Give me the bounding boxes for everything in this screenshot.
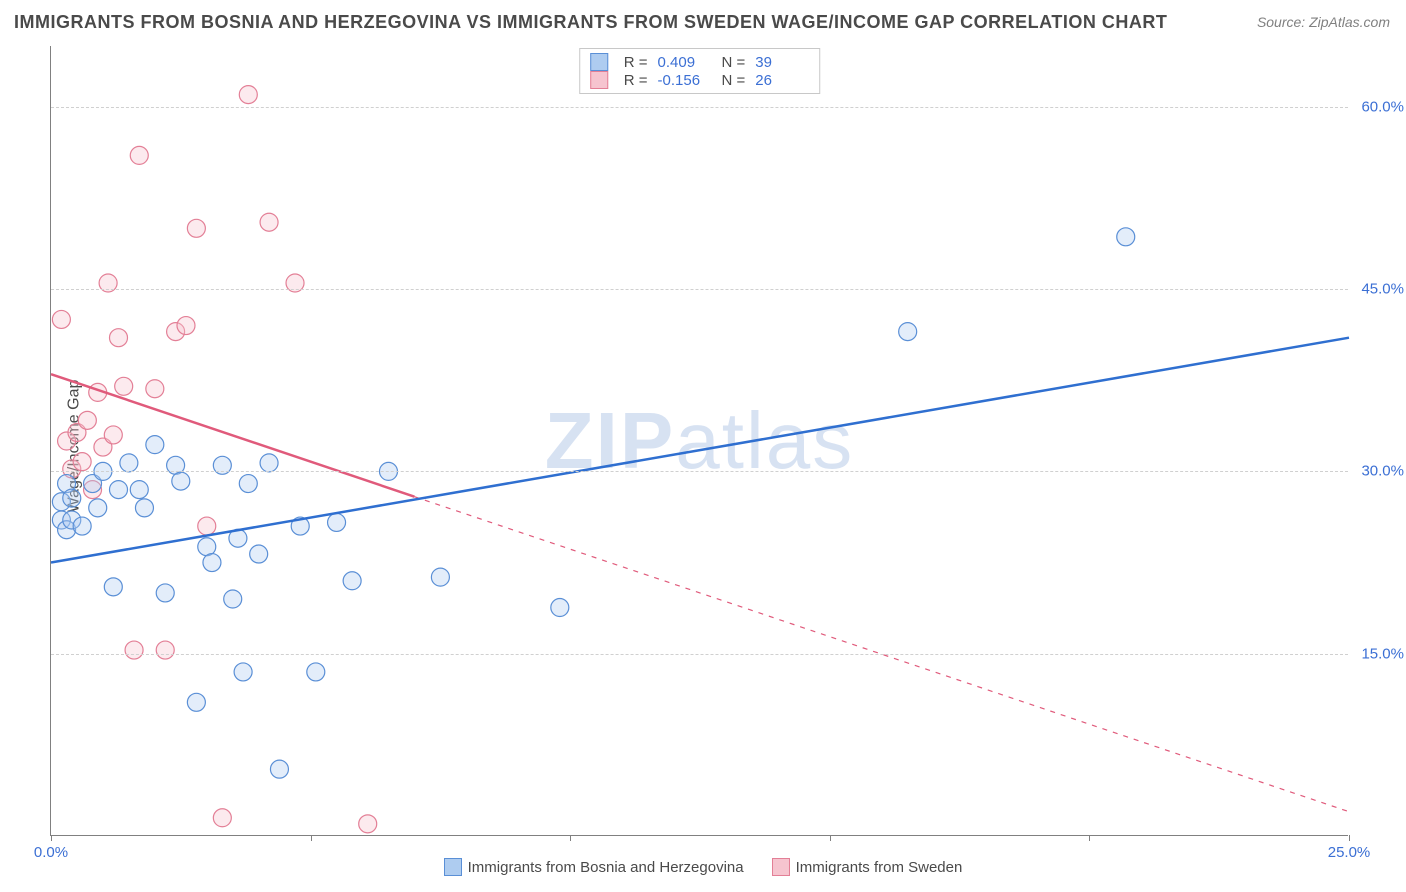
scatter-point	[115, 377, 133, 395]
scatter-point	[260, 213, 278, 231]
trend-line-solid	[51, 338, 1349, 563]
legend-swatch	[590, 71, 608, 89]
scatter-point	[73, 517, 91, 535]
legend-r-label: R =	[624, 54, 648, 71]
scatter-point	[130, 146, 148, 164]
scatter-point	[203, 554, 221, 572]
legend-n-value: 39	[755, 54, 809, 71]
legend-series-label: Immigrants from Sweden	[796, 859, 963, 876]
scatter-point	[63, 489, 81, 507]
legend-swatch	[590, 53, 608, 71]
scatter-point	[78, 411, 96, 429]
x-tick	[830, 835, 831, 841]
scatter-point	[551, 599, 569, 617]
legend-r-label: R =	[624, 72, 648, 89]
scatter-point	[270, 760, 288, 778]
gridline-h	[51, 654, 1348, 655]
scatter-point	[125, 641, 143, 659]
legend-series-item: Immigrants from Sweden	[772, 858, 963, 876]
scatter-point	[239, 86, 257, 104]
scatter-point	[359, 815, 377, 833]
x-tick	[51, 835, 52, 841]
scatter-point	[109, 329, 127, 347]
legend-series-item: Immigrants from Bosnia and Herzegovina	[444, 858, 744, 876]
legend-n-label: N =	[722, 54, 746, 71]
scatter-point	[120, 454, 138, 472]
scatter-point	[343, 572, 361, 590]
scatter-point	[250, 545, 268, 563]
scatter-point	[224, 590, 242, 608]
scatter-point	[328, 513, 346, 531]
scatter-point	[104, 578, 122, 596]
legend-series-label: Immigrants from Bosnia and Herzegovina	[468, 859, 744, 876]
chart-title: IMMIGRANTS FROM BOSNIA AND HERZEGOVINA V…	[14, 12, 1167, 33]
scatter-point	[213, 809, 231, 827]
y-tick-label: 45.0%	[1352, 281, 1404, 298]
scatter-point	[130, 481, 148, 499]
scatter-point	[73, 453, 91, 471]
scatter-point	[177, 317, 195, 335]
scatter-point	[239, 475, 257, 493]
scatter-point	[187, 219, 205, 237]
scatter-point	[156, 641, 174, 659]
scatter-point	[156, 584, 174, 602]
scatter-point	[307, 663, 325, 681]
x-tick	[311, 835, 312, 841]
scatter-point	[198, 517, 216, 535]
scatter-point	[135, 499, 153, 517]
scatter-point	[260, 454, 278, 472]
legend-correlation-row: R = 0.409 N = 39	[590, 53, 810, 71]
legend-r-value: 0.409	[658, 54, 712, 71]
legend-correlation-row: R = -0.156 N = 26	[590, 71, 810, 89]
legend-swatch	[444, 858, 462, 876]
scatter-point	[89, 499, 107, 517]
scatter-point	[234, 663, 252, 681]
scatter-point	[172, 472, 190, 490]
plot-svg	[51, 46, 1348, 835]
gridline-h	[51, 471, 1348, 472]
x-tick	[1349, 835, 1350, 841]
x-tick	[1089, 835, 1090, 841]
plot-area: ZIPatlas R =0.409N =39R =-0.156N =26 15.…	[50, 46, 1348, 836]
legend-series: Immigrants from Bosnia and Herzegovina Im…	[0, 858, 1406, 880]
scatter-point	[52, 310, 70, 328]
scatter-point	[104, 426, 122, 444]
scatter-point	[431, 568, 449, 586]
gridline-h	[51, 289, 1348, 290]
legend-n-value: 26	[755, 72, 809, 89]
y-tick-label: 60.0%	[1352, 98, 1404, 115]
y-tick-label: 15.0%	[1352, 645, 1404, 662]
legend-correlation: R = 0.409 N = 39 R = -0.156 N = 26	[579, 48, 821, 94]
scatter-point	[899, 323, 917, 341]
x-tick	[570, 835, 571, 841]
legend-r-value: -0.156	[658, 72, 712, 89]
scatter-point	[187, 693, 205, 711]
legend-swatch	[772, 858, 790, 876]
scatter-point	[146, 436, 164, 454]
legend-n-label: N =	[722, 72, 746, 89]
y-tick-label: 30.0%	[1352, 463, 1404, 480]
scatter-point	[1117, 228, 1135, 246]
scatter-point	[109, 481, 127, 499]
gridline-h	[51, 107, 1348, 108]
scatter-point	[146, 380, 164, 398]
source-credit: Source: ZipAtlas.com	[1257, 14, 1390, 30]
